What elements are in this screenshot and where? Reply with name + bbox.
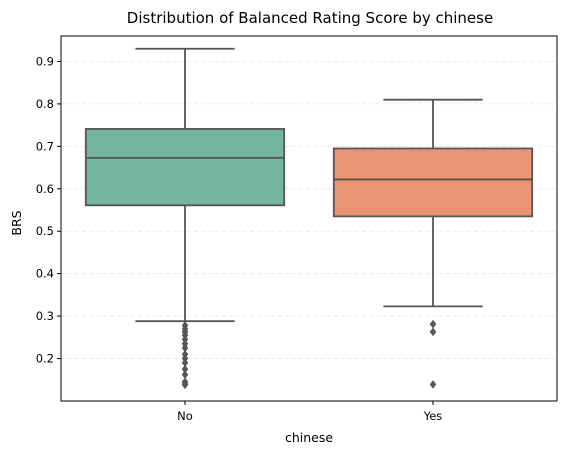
plot-frame [60,35,558,402]
y-tick-label: 0.3 [36,309,54,323]
y-tick-label: 0.7 [36,139,54,153]
y-tick-label: 0.4 [36,267,54,281]
outlier-point [429,327,437,337]
axis-layer: 0.2 0.3 0.4 0.5 0.6 0.7 0.8 0.9 No Yes [36,54,443,423]
iqr-box [84,128,286,207]
x-tick-label: No [177,409,193,423]
x-tick-label: Yes [423,409,443,423]
x-axis-label: chinese [285,430,333,445]
box-group-no [84,47,286,390]
y-axis-label: BRS [9,210,24,235]
box-group-yes [332,98,534,389]
outlier-point [429,380,437,389]
y-tick-label: 0.5 [36,224,54,238]
iqr-box [332,147,534,218]
outlier-point [181,380,189,390]
outlier-point [429,319,437,329]
y-tick-label: 0.2 [36,352,54,366]
y-tick-label: 0.8 [36,97,54,111]
chart-title: Distribution of Balanced Rating Score by… [127,9,493,27]
y-tick-label: 0.6 [36,182,54,196]
plot-layer [84,47,534,390]
y-tick-label: 0.9 [36,54,54,68]
